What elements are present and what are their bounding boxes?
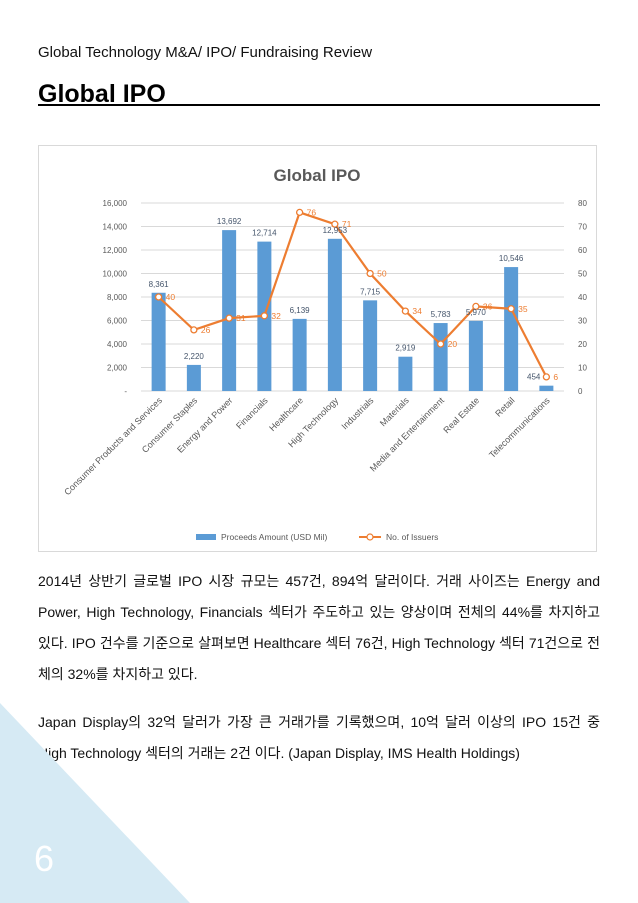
- point-issuers: [154, 293, 163, 301]
- x-category-label: Materials: [378, 395, 411, 428]
- y-left-tick-label: 14,000: [103, 223, 128, 232]
- x-category-label: Media and Entertainment: [368, 395, 447, 474]
- line-data-label: 26: [201, 325, 211, 335]
- y-right-tick-label: 60: [578, 246, 587, 255]
- document-header: Global Technology M&A/ IPO/ Fundraising …: [38, 44, 373, 61]
- point-issuers: [436, 340, 445, 348]
- section-title: Global IPO: [38, 80, 166, 108]
- page-number: 6: [34, 838, 55, 879]
- bar-data-label: 12,953: [323, 226, 348, 235]
- y-right-tick-label: 70: [578, 223, 587, 232]
- line-issuers: [157, 211, 548, 378]
- y-left-tick-label: 4,000: [107, 340, 128, 349]
- chart-title: Global IPO: [274, 166, 361, 185]
- bar-data-label: 2,220: [184, 352, 205, 361]
- point-issuers: [366, 269, 374, 278]
- line-data-label: 20: [448, 339, 458, 349]
- y-left-tick-label: 2,000: [107, 364, 128, 373]
- x-category-label: Healthcare: [267, 395, 305, 433]
- bar-data-label: 5,783: [431, 310, 452, 319]
- line-data-label: 6: [553, 372, 558, 382]
- bar-proceeds: [504, 267, 519, 391]
- bar-proceeds: [327, 238, 342, 391]
- point-issuers: [472, 302, 480, 311]
- corner-decoration: [0, 703, 190, 903]
- y-left-tick-label: 10,000: [103, 270, 128, 279]
- bar-proceeds: [186, 364, 201, 391]
- y-left-tick-label: 8,000: [107, 293, 128, 302]
- bar-data-label: 10,546: [499, 254, 524, 263]
- point-issuers: [401, 307, 410, 315]
- bar-proceeds: [363, 300, 378, 391]
- y-right-tick-label: 10: [578, 364, 587, 373]
- point-issuers: [507, 305, 515, 313]
- line-data-label: 40: [166, 292, 176, 302]
- y-right-tick-label: 30: [578, 317, 587, 326]
- point-issuers: [542, 373, 551, 381]
- line-data-label: 34: [412, 306, 422, 316]
- legend-bar-swatch: [196, 534, 216, 540]
- bar-data-label: 454: [527, 373, 541, 382]
- point-issuers: [331, 220, 339, 228]
- bar-proceeds: [151, 292, 166, 391]
- y-right-tick-label: 0: [578, 387, 583, 396]
- bar-data-label: 5,970: [466, 308, 487, 317]
- paragraph-detail: Japan Display의 32억 달러가 가장 큰 거래가를 기록했으며, …: [38, 714, 600, 761]
- bar-data-label: 8,361: [149, 280, 170, 289]
- x-category-label: Industrials: [339, 395, 375, 431]
- x-category-label: Financials: [234, 395, 270, 431]
- bar-proceeds: [398, 356, 413, 391]
- bar-data-label: 12,714: [252, 229, 277, 238]
- chart-container: Global IPO - 2,000 4,000 6,000 8,000 10,000 12,…: [38, 145, 597, 552]
- y-right-tick-label: 40: [578, 293, 587, 302]
- legend-bar-label: Proceeds Amount (USD Mil): [221, 532, 327, 542]
- bar-proceeds: [222, 230, 237, 391]
- line-data-label: 32: [271, 311, 281, 321]
- bar-data-label: 6,139: [290, 306, 311, 315]
- line-data-label: 31: [236, 313, 246, 323]
- legend-line-label: No. of Issuers: [386, 532, 438, 542]
- title-underline: [38, 104, 600, 106]
- y-left-tick-label: 16,000: [103, 199, 128, 208]
- bar-proceeds: [468, 320, 483, 391]
- bar-proceeds: [292, 318, 307, 391]
- y-left-tick-label: -: [124, 387, 127, 396]
- y-right-tick-label: 20: [578, 340, 587, 349]
- y-right-tick-label: 80: [578, 199, 587, 208]
- line-data-label: 50: [377, 269, 387, 279]
- y-left-tick-label: 12,000: [103, 246, 128, 255]
- line-data-label: 71: [342, 219, 352, 229]
- x-category-label: Retail: [493, 395, 516, 418]
- bar-proceeds: [433, 323, 448, 391]
- paragraph-summary: 2014년 상반기 글로벌 IPO 시장 규모는 457건, 894억 달러이다…: [38, 573, 600, 682]
- legend-line-marker: [366, 533, 374, 541]
- ipo-chart: Global IPO - 2,000 4,000 6,000 8,000 10,000 12,…: [62, 166, 587, 542]
- bar-data-label: 13,692: [217, 217, 242, 226]
- y-right-tick-label: 50: [578, 270, 587, 279]
- bar-data-label: 2,919: [395, 344, 416, 353]
- point-issuers: [260, 312, 269, 320]
- line-data-label: 76: [307, 207, 317, 217]
- line-data-label: 36: [483, 301, 493, 311]
- y-left-tick-label: 6,000: [107, 317, 128, 326]
- bar-data-label: 7,715: [360, 287, 381, 296]
- bar-proceeds: [539, 385, 554, 391]
- line-data-label: 35: [518, 304, 528, 314]
- point-issuers: [225, 314, 233, 322]
- point-issuers: [295, 208, 304, 217]
- x-category-label: Real Estate: [441, 395, 481, 435]
- x-category-label: Telecommunications: [487, 395, 552, 460]
- point-issuers: [190, 326, 198, 334]
